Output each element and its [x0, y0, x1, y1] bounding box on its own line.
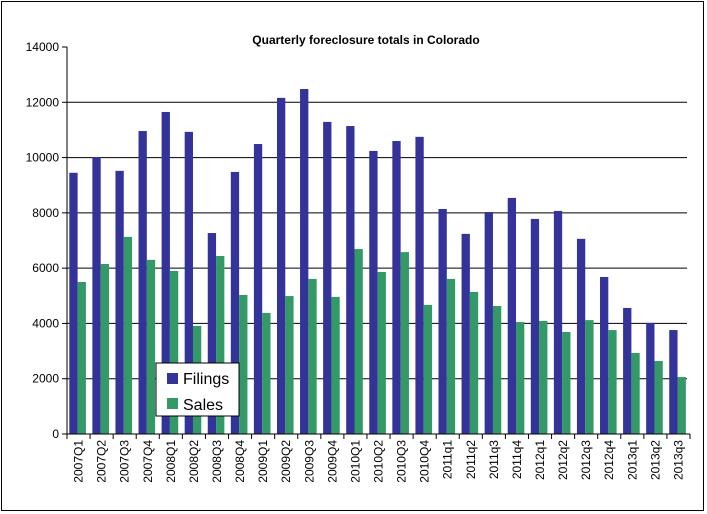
x-tick-label: 2012q1 [533, 440, 547, 480]
y-tick-label: 8000 [32, 206, 59, 220]
y-tick-label: 10000 [26, 151, 60, 165]
bar-filings-2008Q4 [230, 171, 240, 434]
bar-filings-2008Q3 [207, 233, 217, 434]
bar-sales-2010Q1 [354, 249, 363, 434]
bar-filings-2007Q2 [92, 157, 101, 435]
x-tick-label: 2008Q1 [164, 440, 178, 483]
y-tick-label: 0 [52, 427, 59, 441]
bar-sales-2009Q1 [262, 312, 271, 434]
bar-sales-2009Q4 [331, 296, 340, 434]
x-tick-label: 2013q3 [671, 440, 685, 480]
legend-label-filings: Filings [183, 371, 229, 388]
bar-sales-2010Q2 [377, 272, 386, 434]
bar-filings-2009Q3 [300, 89, 309, 434]
x-tick-label: 2009Q2 [279, 440, 293, 483]
bar-filings-2011q4 [507, 197, 517, 434]
x-tick-label: 2010Q4 [418, 440, 432, 483]
bar-sales-2012q3 [585, 320, 594, 434]
x-tick-label: 2010Q3 [395, 440, 409, 483]
x-tick-label: 2010Q1 [348, 440, 362, 483]
legend-swatch-filings [167, 373, 178, 384]
bar-sales-2010Q3 [400, 252, 409, 434]
bar-sales-2008Q4 [239, 294, 248, 434]
x-tick-label: 2011q3 [487, 440, 501, 479]
x-tick-label: 2012q3 [579, 440, 593, 480]
bar-filings-2009Q2 [276, 97, 286, 434]
bar-filings-2012q1 [530, 218, 540, 434]
bar-filings-2010Q3 [392, 140, 401, 434]
y-tick-label: 14000 [26, 40, 60, 54]
bar-sales-2008Q1 [169, 270, 179, 434]
x-tick-label: 2009Q4 [325, 440, 339, 483]
bar-sales-2007Q1 [77, 281, 86, 434]
y-tick-label: 12000 [26, 95, 60, 109]
bar-filings-2011q3 [484, 212, 493, 434]
x-tick-label: 2008Q4 [233, 440, 247, 483]
bar-sales-2013q1 [631, 353, 640, 434]
bar-filings-2009Q1 [253, 144, 263, 434]
x-tick-label: 2011q1 [441, 440, 455, 479]
bar-sales-2009Q3 [308, 278, 317, 434]
bar-sales-2013q2 [654, 361, 663, 434]
x-tick-label: 2007Q4 [141, 440, 155, 483]
bar-sales-2007Q4 [146, 259, 156, 434]
bar-filings-2008Q2 [184, 131, 193, 434]
bar-filings-2007Q3 [115, 170, 124, 434]
bar-filings-2013q1 [623, 307, 632, 434]
bar-filings-2012q4 [600, 276, 609, 434]
legend: Filings Sales [155, 362, 240, 417]
chart-title: Quarterly foreclosure totals in Colorado [252, 33, 479, 47]
y-tick-label: 4000 [32, 316, 59, 330]
bar-filings-2009Q4 [323, 121, 332, 434]
bar-filings-2007Q1 [69, 172, 78, 434]
bar-filings-2012q2 [553, 210, 563, 434]
bar-sales-2007Q2 [100, 263, 109, 434]
bar-filings-2013q2 [646, 322, 655, 434]
bar-filings-2012q3 [576, 238, 586, 434]
x-tick-label: 2012q4 [602, 440, 616, 480]
bar-filings-2013q3 [669, 330, 678, 434]
bar-sales-2011q4 [516, 322, 525, 434]
bar-sales-2013q3 [677, 377, 686, 434]
x-tick-label: 2010Q2 [372, 440, 386, 483]
x-tick-label: 2008Q2 [187, 440, 201, 483]
bar-sales-2007Q3 [123, 236, 133, 434]
x-tick-label: 2012q2 [556, 440, 570, 480]
bar-filings-2010Q2 [369, 150, 378, 435]
bar-sales-2011q3 [492, 306, 502, 434]
bar-filings-2010Q1 [346, 126, 355, 435]
x-tick-label: 2009Q3 [302, 440, 316, 483]
x-tick-label: 2013q1 [625, 440, 639, 480]
y-tick-label: 2000 [32, 372, 59, 386]
bar-sales-2009Q2 [285, 296, 294, 434]
bar-sales-2011q2 [469, 291, 479, 434]
bar-filings-2008Q1 [161, 111, 170, 434]
bar-filings-2007Q4 [138, 131, 147, 434]
x-tick-label: 2007Q3 [118, 440, 132, 483]
bar-filings-2010Q4 [415, 136, 424, 434]
bar-sales-2011q1 [446, 278, 456, 434]
bar-filings-2011q1 [438, 208, 447, 434]
legend-swatch-sales [167, 398, 178, 409]
bar-sales-2008Q3 [216, 255, 225, 434]
x-tick-label: 2007Q1 [72, 440, 86, 483]
bar-sales-2012q2 [562, 331, 571, 434]
x-tick-label: 2007Q2 [95, 440, 109, 483]
x-tick-label: 2008Q3 [210, 440, 224, 483]
bar-sales-2012q1 [539, 320, 548, 434]
legend-label-sales: Sales [183, 397, 223, 414]
bar-sales-2012q4 [608, 330, 617, 434]
x-tick-label: 2009Q1 [256, 440, 270, 483]
x-tick-label: 2011q4 [510, 440, 524, 479]
x-tick-label: 2011q2 [464, 440, 478, 479]
bar-filings-2011q2 [461, 233, 470, 434]
bar-sales-2010Q4 [423, 304, 433, 434]
x-tick-label: 2013q2 [648, 440, 662, 480]
y-tick-label: 6000 [32, 261, 59, 275]
